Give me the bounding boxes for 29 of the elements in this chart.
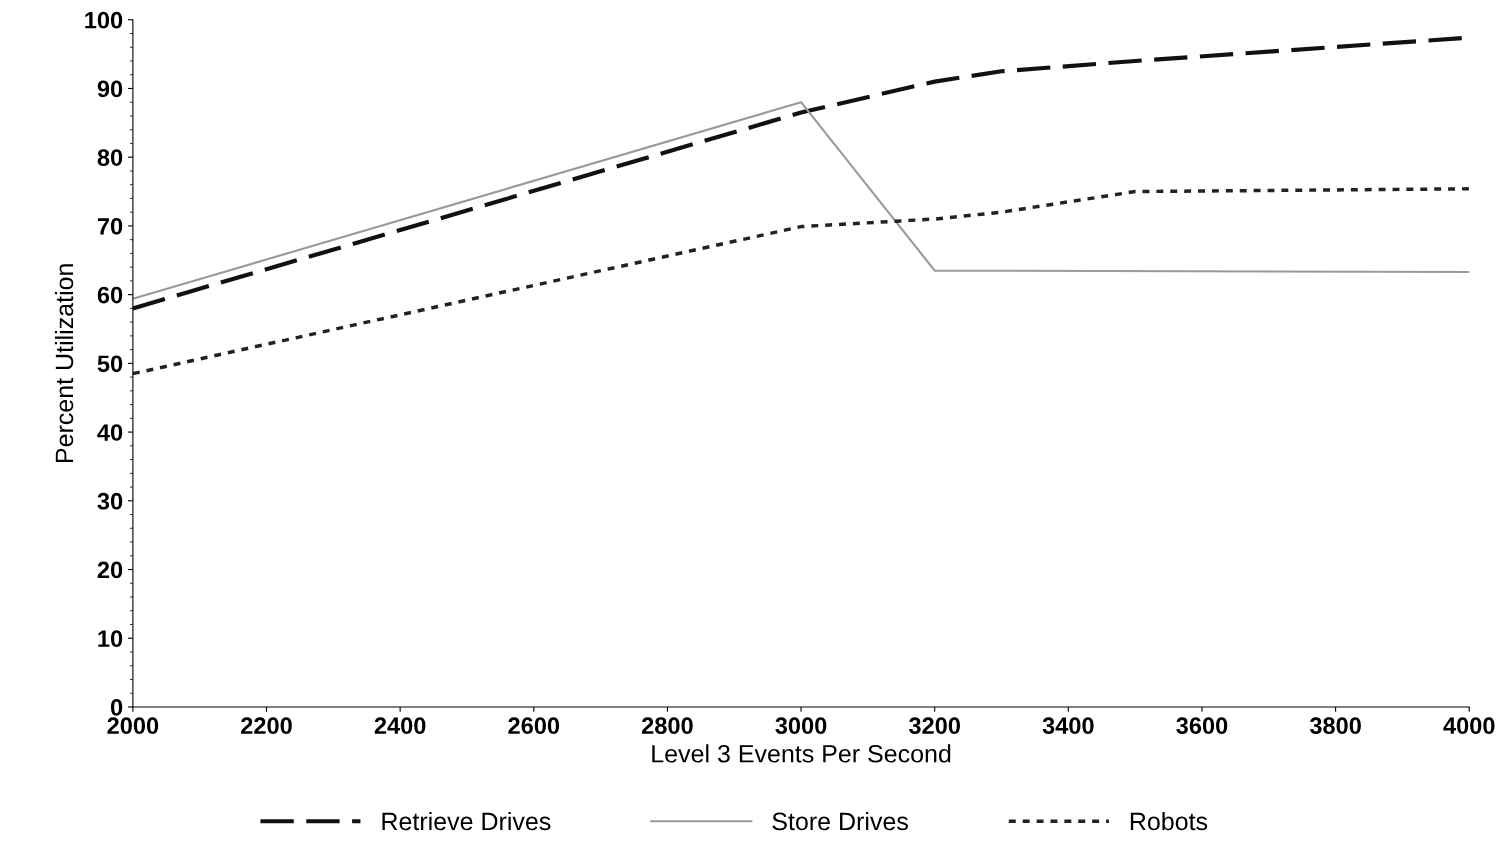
x-tick-label: 3800 bbox=[1309, 717, 1361, 735]
x-tick-label: 2200 bbox=[241, 717, 292, 735]
y-tick-label: 90 bbox=[97, 80, 123, 98]
legend-label: Store Drives bbox=[772, 811, 908, 831]
y-tick-label: 80 bbox=[97, 149, 123, 166]
y-tick-label: 60 bbox=[97, 286, 123, 304]
legend-label: Retrieve Drives bbox=[382, 811, 551, 831]
y-tick-label: 100 bbox=[85, 11, 123, 29]
line-series bbox=[132, 101, 1470, 300]
x-tick-label: 2600 bbox=[508, 717, 560, 735]
x-tick-label: 3600 bbox=[1176, 717, 1228, 735]
y-tick-label: 0 bbox=[110, 699, 123, 716]
y-tick-label: 70 bbox=[97, 217, 123, 235]
x-tick-label: 2800 bbox=[641, 717, 693, 735]
legend-label: Robots bbox=[1130, 811, 1208, 831]
y-tick-label: 40 bbox=[97, 424, 123, 441]
x-axis-title: Level 3 Events Per Second bbox=[652, 744, 951, 763]
x-tick-label: 3000 bbox=[775, 717, 827, 735]
x-tick-label: 3200 bbox=[908, 717, 960, 735]
x-tick-label: 2400 bbox=[374, 717, 426, 735]
y-tick-label: 10 bbox=[98, 630, 123, 648]
line-series bbox=[132, 187, 1470, 376]
y-tick-label: 30 bbox=[97, 492, 123, 510]
x-tick-label: 4000 bbox=[1443, 717, 1495, 735]
y-tick-label: 50 bbox=[97, 355, 123, 373]
x-tick-label: 2000 bbox=[107, 717, 159, 735]
y-axis-title: Percent Utilization bbox=[54, 264, 74, 463]
x-tick-label: 3400 bbox=[1042, 717, 1094, 735]
y-tick-label: 20 bbox=[97, 561, 123, 579]
